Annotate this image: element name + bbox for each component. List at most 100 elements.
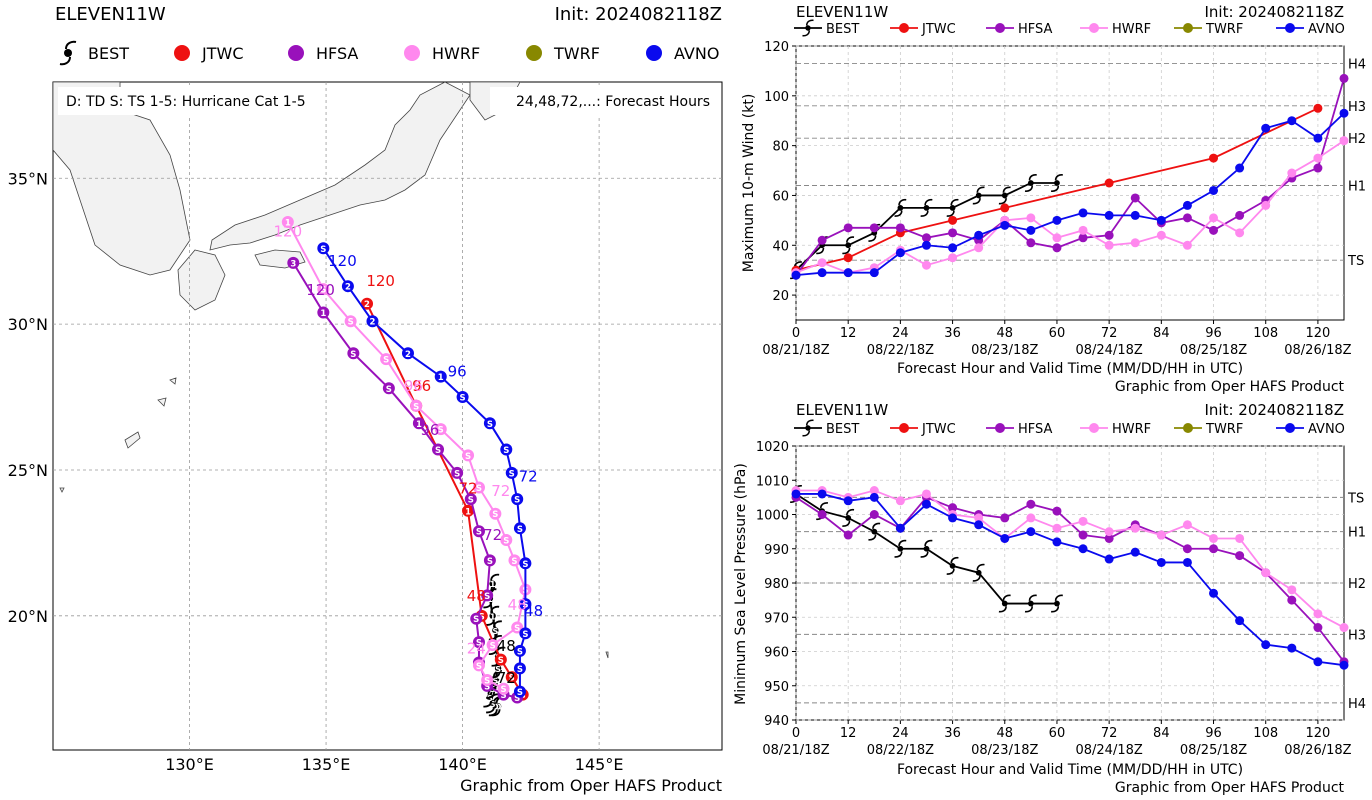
forecast-hour-label: 120 <box>306 281 335 299</box>
track-point-label: S <box>509 469 515 479</box>
date-tick-label: 08/25/18Z <box>1180 743 1247 758</box>
best-point <box>868 522 881 541</box>
track-point-avno <box>513 685 526 698</box>
data-point-hfsa <box>817 235 827 245</box>
best-track-label: S <box>487 694 493 703</box>
map-init-title: Init: 2024082118Z <box>555 4 722 25</box>
series-line-hfsa <box>795 496 1345 663</box>
track-point-label: 3 <box>290 259 296 269</box>
cyclone-icon <box>59 40 77 66</box>
forecast-hour-label: 96 <box>412 377 431 395</box>
track-point-hwrf <box>410 399 423 412</box>
best-point <box>1024 594 1037 613</box>
legend-label-hwrf: HWRF <box>432 44 480 63</box>
track-point-label: S <box>350 350 356 360</box>
pressure-init-title: Init: 2024082118Z <box>1204 401 1344 419</box>
category-label: H2 <box>1348 577 1366 592</box>
data-point-avno <box>974 520 984 530</box>
ryukyu-islands <box>59 377 609 659</box>
y-tick-label: 120 <box>764 40 789 55</box>
track-point-label: S <box>460 394 466 404</box>
x-tick-label: 48 <box>996 726 1013 741</box>
data-point-hfsa <box>843 530 853 540</box>
data-point-hfsa <box>1313 623 1323 633</box>
data-point-avno <box>1000 533 1010 543</box>
data-point-hwrf <box>1261 200 1271 210</box>
date-tick-label: 08/26/18Z <box>1284 743 1351 758</box>
track-point-label: S <box>511 557 517 567</box>
data-point-avno <box>791 270 801 280</box>
data-point-avno <box>1182 557 1192 567</box>
data-point-hwrf <box>1052 233 1062 243</box>
track-point-label: S <box>500 685 506 695</box>
map-note-box-left <box>58 87 318 115</box>
track-point-hfsa <box>481 589 494 602</box>
map-axis-ticks: 130°E 135°E 140°E 145°E 35°N 30°N 25°N 20°N <box>8 169 624 774</box>
track-point-label: S <box>413 402 419 412</box>
map-tick-lon: 135°E <box>302 755 351 774</box>
map-tick-lon: 140°E <box>438 755 487 774</box>
track-point-label: S <box>517 665 523 675</box>
legend-label: AVNO <box>1308 422 1345 437</box>
wind-panel: ELEVEN11W Init: 2024082118Z BEST JTWC HFSA… <box>741 3 1366 395</box>
wind-init-title: Init: 2024082118Z <box>1204 3 1344 21</box>
track-point-label: S <box>484 682 490 692</box>
forecast-hour-label: 48 <box>467 587 486 605</box>
x-tick-label: 120 <box>1305 726 1330 741</box>
map-legend-avno: AVNO <box>646 44 719 63</box>
data-point-avno <box>817 268 827 278</box>
track-point-label: S <box>498 656 504 666</box>
date-tick-label: 08/22/18Z <box>867 343 934 358</box>
forecast-hour-label: 120 <box>274 223 303 241</box>
track-point-hfsa <box>317 306 330 319</box>
best-point <box>972 563 985 582</box>
best-point <box>998 186 1011 205</box>
data-point-jtwc <box>1000 203 1010 213</box>
series-line-jtwc <box>795 107 1319 272</box>
category-label: TS <box>1347 491 1364 506</box>
track-hfsa: SSSSSSSSSSSS1SS13 <box>287 256 524 704</box>
track-point-jtwc <box>462 504 475 517</box>
data-point-avno <box>1078 544 1088 554</box>
best-point <box>1050 174 1063 192</box>
map-legend: BEST JTWC HFSA HWRF TWRF AVNO <box>59 40 719 66</box>
data-point-hwrf <box>1104 527 1114 537</box>
data-point-hwrf <box>974 513 984 523</box>
wind-xlabel: Forecast Hour and Valid Time (MM/DD/HH i… <box>897 361 1243 377</box>
track-point-label: S <box>320 245 326 255</box>
data-point-hwrf <box>1156 230 1166 240</box>
track-point-avno <box>513 662 526 675</box>
data-point-hwrf <box>1235 533 1245 543</box>
data-point-avno <box>974 230 984 240</box>
data-point-avno <box>1235 163 1245 173</box>
best-point <box>946 556 959 575</box>
forecast-hour-label: 48 <box>524 602 543 620</box>
track-point-hwrf <box>481 673 494 686</box>
data-point-hfsa <box>895 223 905 233</box>
legend-marker <box>899 23 909 33</box>
best-point <box>920 539 933 558</box>
track-point-label: S <box>522 630 528 640</box>
x-tick-label: 72 <box>1101 326 1118 341</box>
track-point-label: S <box>320 286 326 296</box>
track-point-hfsa <box>412 417 425 430</box>
date-tick-label: 08/24/18Z <box>1075 743 1142 758</box>
map-tick-lon: 130°E <box>165 755 214 774</box>
map-note-box-right <box>490 87 716 115</box>
track-point-label: 1 <box>416 420 422 430</box>
track-point-avno <box>456 391 469 404</box>
data-point-hwrf <box>1339 136 1349 146</box>
y-tick-label: 950 <box>764 680 789 695</box>
x-tick-label: 108 <box>1253 726 1278 741</box>
data-point-hwrf <box>1182 240 1192 250</box>
data-point-avno <box>1313 133 1323 143</box>
legend-marker-hfsa <box>288 45 304 61</box>
track-point-avno <box>511 493 524 506</box>
track-point-label: S <box>473 615 479 625</box>
data-point-hfsa <box>843 223 853 233</box>
y-tick-label: 20 <box>772 289 789 304</box>
data-point-hwrf <box>948 253 958 263</box>
y-tick-label: 40 <box>772 239 789 254</box>
data-point-hfsa <box>1209 544 1219 554</box>
data-point-hfsa <box>1235 210 1245 220</box>
